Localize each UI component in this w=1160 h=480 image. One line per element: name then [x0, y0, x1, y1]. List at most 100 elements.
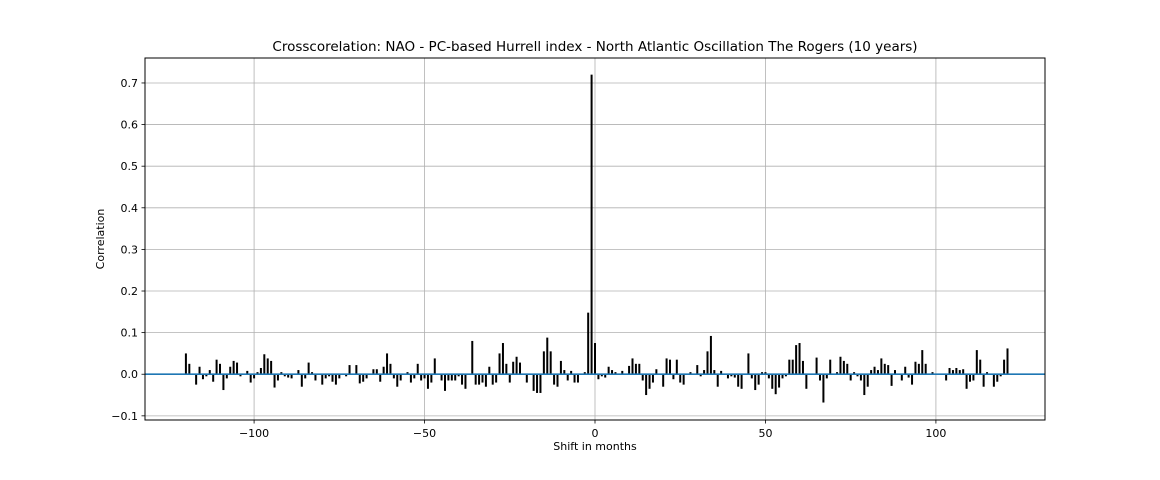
- bar: [430, 374, 433, 383]
- bar: [406, 372, 409, 375]
- bar: [859, 374, 862, 381]
- bar: [655, 369, 658, 375]
- bar: [188, 363, 191, 375]
- bar: [819, 374, 821, 381]
- bar: [682, 374, 685, 385]
- bar: [781, 374, 784, 379]
- bar: [501, 343, 504, 375]
- bar: [239, 374, 242, 377]
- bar: [880, 358, 883, 375]
- bar: [648, 374, 651, 389]
- bar: [201, 374, 204, 380]
- bar: [665, 358, 668, 375]
- bar: [774, 374, 777, 395]
- bar: [576, 374, 579, 383]
- bar: [791, 359, 794, 375]
- bar: [587, 312, 590, 375]
- bar: [512, 361, 515, 375]
- grid: [145, 58, 1045, 420]
- bar: [699, 374, 702, 377]
- bar: [358, 374, 361, 384]
- bar: [887, 365, 890, 375]
- bar: [508, 374, 511, 383]
- bar: [484, 374, 487, 387]
- y-axis-label: Correlation: [94, 209, 107, 270]
- bar: [856, 374, 859, 377]
- bars: [184, 74, 1009, 403]
- bar: [307, 362, 310, 375]
- bar: [972, 374, 975, 381]
- bar: [675, 359, 678, 375]
- bar: [713, 370, 716, 375]
- bar: [263, 354, 266, 375]
- bar: [764, 372, 767, 375]
- bar: [549, 351, 552, 375]
- bar: [842, 360, 845, 375]
- bar: [573, 374, 576, 383]
- bar: [423, 374, 426, 379]
- bar: [440, 374, 443, 381]
- bar: [962, 369, 965, 375]
- bar: [805, 374, 808, 389]
- bar: [389, 363, 392, 375]
- bar: [348, 365, 351, 375]
- y-tick-label: 0.4: [121, 202, 139, 215]
- bar: [382, 366, 385, 375]
- bar: [331, 374, 334, 382]
- x-tick-label: 0: [592, 427, 599, 440]
- bar: [866, 374, 869, 387]
- bar: [975, 350, 978, 375]
- bar: [362, 374, 365, 382]
- bar: [457, 374, 460, 377]
- bar: [532, 374, 535, 391]
- bar: [212, 374, 215, 382]
- bar: [750, 374, 753, 379]
- bar: [413, 374, 416, 379]
- bar: [259, 367, 262, 375]
- bar: [556, 374, 559, 387]
- bar: [798, 343, 801, 375]
- bar: [689, 372, 692, 375]
- bar: [795, 345, 798, 375]
- y-tick-label: 0.5: [121, 160, 139, 173]
- bar: [253, 374, 256, 379]
- bar: [992, 374, 995, 387]
- bar: [324, 374, 327, 379]
- y-tick-label: 0.1: [121, 327, 139, 340]
- bar: [461, 374, 464, 385]
- bar: [641, 374, 644, 381]
- bar: [334, 374, 337, 385]
- bar: [539, 374, 542, 393]
- bar: [778, 374, 781, 388]
- bar: [270, 360, 273, 375]
- bar: [563, 370, 566, 375]
- bar: [365, 374, 368, 379]
- bar: [645, 374, 648, 396]
- bar: [638, 363, 641, 375]
- bar: [416, 363, 419, 375]
- bar: [488, 366, 491, 375]
- bar: [205, 374, 208, 377]
- bar: [505, 363, 508, 375]
- bar: [788, 359, 791, 375]
- bar: [907, 374, 910, 378]
- bar: [679, 374, 682, 383]
- bar: [525, 374, 528, 383]
- bar: [986, 372, 989, 375]
- bar: [720, 370, 723, 375]
- y-tick-label: 0.3: [121, 243, 139, 256]
- bar: [969, 374, 971, 382]
- bar: [195, 374, 198, 385]
- bar: [669, 359, 671, 375]
- bar: [761, 372, 764, 375]
- bar: [345, 374, 348, 377]
- bar: [594, 343, 596, 375]
- bar: [249, 374, 252, 383]
- bar: [355, 365, 358, 375]
- bar: [246, 370, 249, 375]
- bar: [709, 335, 712, 375]
- bar: [948, 367, 951, 375]
- bar: [447, 374, 450, 381]
- x-tick-label: 50: [758, 427, 772, 440]
